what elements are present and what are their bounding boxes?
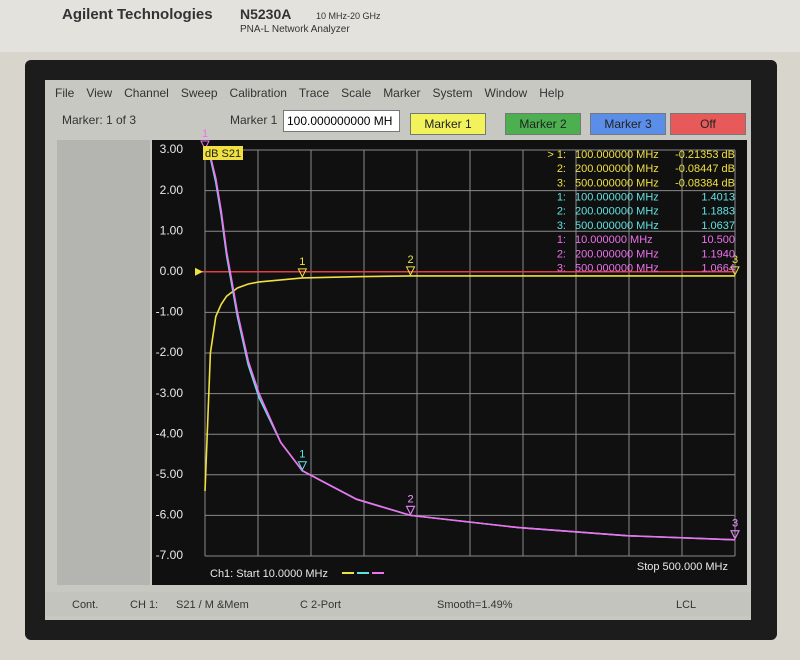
readout-id: 3: xyxy=(557,177,566,189)
marker-label: 2 xyxy=(407,254,413,266)
menu-bar: File View Channel Sweep Calibration Trace Scal… xyxy=(55,86,576,100)
readout-id: 1: xyxy=(557,192,566,204)
readout-id: 2: xyxy=(557,163,566,175)
y-tick-label: 0.00 xyxy=(160,264,184,278)
readout-value: -0.08447 dB xyxy=(675,163,735,175)
y-tick-label: -4.00 xyxy=(156,426,184,440)
sweep-stop: Stop 500.000 MHz xyxy=(637,561,728,573)
marker-label: 1 xyxy=(299,449,305,461)
status-item: C 2-Port xyxy=(300,599,341,611)
readout-id: 2: xyxy=(557,206,566,218)
reference-arrow xyxy=(195,267,203,276)
marker-button[interactable]: Marker 2 xyxy=(505,113,581,135)
menu-item[interactable]: System xyxy=(432,86,473,100)
trace-line xyxy=(204,275,735,492)
marker-label: 1 xyxy=(299,256,305,268)
readout-value: -0.08384 dB xyxy=(675,177,735,189)
plot-bg xyxy=(152,140,747,585)
marker-triangle xyxy=(405,505,416,516)
trace-line xyxy=(204,149,736,541)
readout-value: 1.1940 xyxy=(701,248,735,260)
status-item: CH 1: xyxy=(130,599,158,611)
marker-button[interactable]: Marker 3 xyxy=(590,113,666,135)
marker-label: Marker 1 xyxy=(230,113,278,127)
menu-item[interactable]: Window xyxy=(484,86,528,100)
instrument-header: Agilent Technologies N5230A 10 MHz-20 GH… xyxy=(0,0,800,52)
status-bar xyxy=(45,592,751,616)
menu-item[interactable]: Channel xyxy=(124,86,169,100)
readout-value: 1.1883 xyxy=(701,206,735,218)
marker-label: 1 xyxy=(202,128,208,140)
marker-triangle xyxy=(297,461,308,471)
readout-freq: 100.000000 MHz xyxy=(575,149,659,161)
y-tick-label: 1.00 xyxy=(160,223,184,237)
menu-item[interactable]: Trace xyxy=(298,86,330,100)
menu-item[interactable]: Scale xyxy=(341,86,372,100)
readout-value: 1.4013 xyxy=(701,192,735,204)
readout-id: 1: xyxy=(557,234,566,246)
status-item: Smooth=1.49% xyxy=(437,599,513,611)
marker-label: 2 xyxy=(407,493,413,505)
menu-item[interactable]: File xyxy=(55,86,75,100)
readout-id: 2: xyxy=(557,248,566,260)
status-item: S21 / M &Mem xyxy=(176,599,249,611)
marker-triangle xyxy=(730,530,740,540)
sweep-start: Ch1: Start 10.0000 MHz xyxy=(210,568,328,580)
readout-id: > 1: xyxy=(547,149,566,161)
readout-freq: 500.000000 MHz xyxy=(575,220,659,232)
trace-panel-bg xyxy=(57,140,150,585)
readout-freq: 500.000000 MHz xyxy=(575,263,659,275)
marker-input[interactable]: 100.000000000 MH xyxy=(283,110,400,132)
readout-value: -0.21353 dB xyxy=(675,149,735,161)
trace-tag: dB S21 xyxy=(205,148,241,160)
menu-item[interactable]: Sweep xyxy=(180,86,218,100)
marker-triangle xyxy=(730,266,740,276)
menu-item[interactable]: Marker xyxy=(383,86,421,100)
brand: Agilent Technologies xyxy=(62,6,213,23)
status-item: Cont. xyxy=(72,599,98,611)
marker-triangle xyxy=(200,140,210,151)
y-tick-label: -5.00 xyxy=(156,467,184,481)
marker-button[interactable]: Marker 1 xyxy=(410,113,486,135)
y-tick-label: 3.00 xyxy=(160,142,184,156)
readout-value: 1.0637 xyxy=(701,220,735,232)
status-item: LCL xyxy=(676,599,696,611)
marker-label: 3 xyxy=(732,254,738,266)
model: N5230A xyxy=(240,6,292,22)
marker-count: Marker: 1 of 3 xyxy=(62,113,137,127)
menu-item[interactable]: View xyxy=(86,86,113,100)
y-tick-label: -1.00 xyxy=(156,305,184,319)
menu-item[interactable]: Help xyxy=(539,86,564,100)
model-subtitle: PNA-L Network Analyzer xyxy=(240,24,350,35)
menu-item[interactable]: Calibration xyxy=(229,86,287,100)
marker-button[interactable]: Off xyxy=(670,113,746,135)
y-tick-label: -2.00 xyxy=(156,345,184,359)
marker-label: 2 xyxy=(407,493,413,505)
y-tick-label: -3.00 xyxy=(156,386,184,400)
marker-triangle xyxy=(405,266,416,276)
trace-tag-bg xyxy=(203,146,243,160)
y-tick-label: -6.00 xyxy=(156,508,184,522)
y-tick-label: 2.00 xyxy=(160,183,184,197)
readout-freq: 500.000000 MHz xyxy=(575,177,659,189)
readout-id: 3: xyxy=(557,263,566,275)
readout-value: 10.500 xyxy=(701,234,735,246)
marker-label: 3 xyxy=(732,518,738,530)
readout-freq: 100.000000 MHz xyxy=(575,192,659,204)
marker-triangle xyxy=(297,268,308,279)
readout-freq: 10.000000 MHz xyxy=(575,234,653,246)
readout-freq: 200.000000 MHz xyxy=(575,163,659,175)
freq-range: 10 MHz-20 GHz xyxy=(316,11,381,21)
y-tick-label: -7.00 xyxy=(156,548,184,562)
readout-freq: 200.000000 MHz xyxy=(575,206,659,218)
readout-freq: 200.000000 MHz xyxy=(575,248,659,260)
readout-value: 1.0664 xyxy=(701,263,735,275)
readout-id: 3: xyxy=(557,220,566,232)
marker-label: 3 xyxy=(732,518,738,530)
